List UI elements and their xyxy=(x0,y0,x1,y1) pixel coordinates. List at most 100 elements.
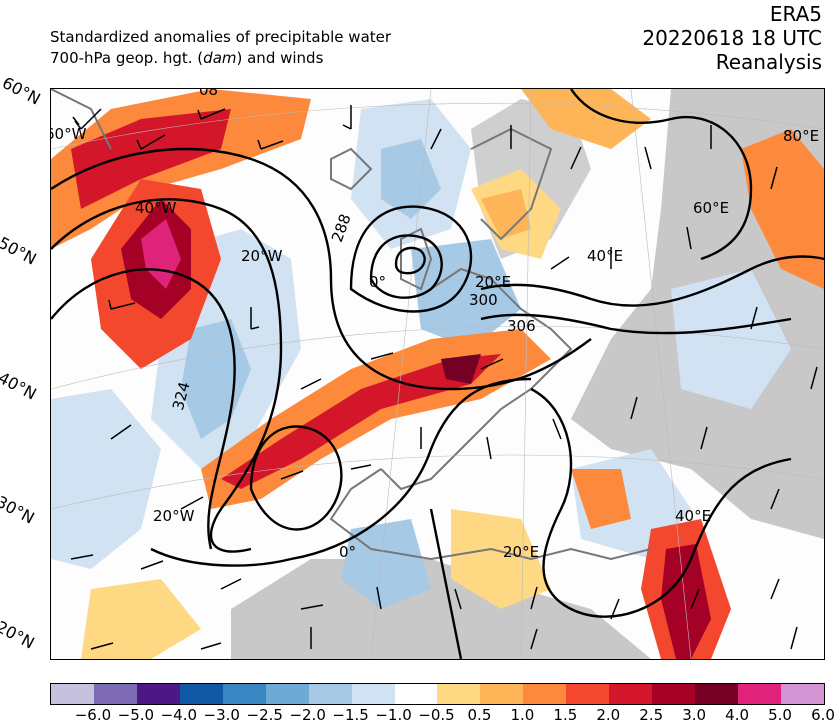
colorbar-segment xyxy=(652,684,696,704)
colorbar-tick-label: 5.0 xyxy=(768,706,792,724)
lon-label-0-north: 0° xyxy=(369,273,387,291)
coastline-iceland-norway xyxy=(330,127,553,241)
lat-label-20n: 20°N xyxy=(0,617,38,653)
lon-label-20e-south: 20°E xyxy=(503,543,540,561)
colorbar-segment xyxy=(51,684,94,704)
graticule-parallel-60n xyxy=(51,102,824,150)
colorbar-tick-label: −5.0 xyxy=(117,706,155,724)
colorbar-segment xyxy=(136,684,180,704)
pos-anomaly-france-peak xyxy=(441,354,481,384)
colorbar-segment xyxy=(523,684,567,704)
colorbar-tick-label: −2.5 xyxy=(246,706,283,724)
pos-anomaly-middle-east-core xyxy=(661,544,711,659)
wind-barb-field xyxy=(70,105,818,650)
height-contour-13 xyxy=(570,89,753,261)
height-contour-8 xyxy=(480,313,792,335)
datetime-label: 20220618 18 UTC xyxy=(642,26,822,50)
dataset-label: ERA5 xyxy=(769,2,822,26)
height-contour-12 xyxy=(429,508,463,659)
lon-label-20e-north: 20°E xyxy=(475,273,512,291)
graticule-meridian-40e xyxy=(630,89,692,659)
colorbar-segment xyxy=(780,684,824,704)
contour-label-300: 300 xyxy=(469,291,498,309)
height-contour-10 xyxy=(290,377,532,561)
height-contour-2 xyxy=(51,198,283,553)
pos-anomaly-southwest xyxy=(81,579,201,659)
graticule xyxy=(51,89,824,659)
pos-anomaly-black-sea xyxy=(571,469,631,529)
height-contour-7 xyxy=(480,255,824,307)
height-contour-11 xyxy=(530,387,792,618)
colorbar-tick-label: 2.5 xyxy=(639,706,664,724)
height-contour-9 xyxy=(249,425,343,531)
colorbar-tick-label: −1.0 xyxy=(375,706,412,724)
pos-anomaly-scandinavia-core xyxy=(481,189,531,239)
lon-label-0-south: 0° xyxy=(339,543,357,561)
colorbar-segment xyxy=(351,684,395,704)
figure-meta: ERA5 20220618 18 UTC Reanalysis xyxy=(642,2,822,74)
colorbar-tick-label: 3.0 xyxy=(682,706,707,724)
lon-label-40w: 40°W xyxy=(135,199,177,217)
lon-label-60w: 60°W xyxy=(51,125,87,143)
colorbar-tick-label: 2.0 xyxy=(596,706,621,724)
height-contour-3 xyxy=(51,268,236,550)
coastline-mediterranean xyxy=(329,468,652,561)
colorbar-segment xyxy=(179,684,223,704)
height-contour-4 xyxy=(349,205,473,313)
lon-label-20w-south: 20°W xyxy=(153,507,195,525)
colorbar-segment xyxy=(394,684,438,704)
neg-anomaly-north-sea-core xyxy=(381,139,441,219)
height-contour-14 xyxy=(150,547,292,567)
figure-title: Standardized anomalies of precipitable w… xyxy=(50,27,391,69)
height-contour-6 xyxy=(394,246,426,275)
colorbar-tick-label: −3.0 xyxy=(203,706,240,724)
colorbar-tick-label: 4.0 xyxy=(725,706,750,724)
colorbar-segment xyxy=(695,684,738,704)
title-line-2: 700-hPa geop. hgt. (dam) and winds xyxy=(50,48,391,69)
coastline-northwest xyxy=(51,89,112,150)
lon-label-40e-north: 40°E xyxy=(587,247,624,265)
colorbar-tick-label: 0.5 xyxy=(467,706,492,724)
colorbar-segment xyxy=(609,684,653,704)
colorbar-tick-label: −4.0 xyxy=(160,706,198,724)
colorbar-tick-label: −1.5 xyxy=(332,706,369,724)
land-mask-africa xyxy=(231,559,651,659)
colorbar-tick-label: 1.5 xyxy=(553,706,578,724)
lat-label-60n: 60°N xyxy=(0,73,44,109)
graticule-parallel-30n xyxy=(51,454,824,510)
lon-label-20w-north: 20°W xyxy=(241,247,283,265)
geopotential-contours xyxy=(51,89,824,659)
pos-anomaly-north-atlantic-core xyxy=(71,109,231,209)
graticule-meridian-0 xyxy=(370,89,432,659)
colorbar-tick-label: −0.5 xyxy=(418,706,455,724)
graticule-parallel-40n xyxy=(51,326,824,390)
product-label: Reanalysis xyxy=(715,50,822,74)
colorbar-ticks: −6.0 −5.0 −4.0 −3.0 −2.5 −2.0 −1.5 −1.0 −0.5 0.5 1… xyxy=(50,706,834,724)
neg-anomaly-west-atlantic xyxy=(51,389,161,569)
neg-anomaly-north-africa xyxy=(341,519,431,609)
colorbar-tick-label: 1.0 xyxy=(510,706,535,724)
pos-anomaly-mediterranean xyxy=(451,509,551,609)
lon-label-40e-south: 40°E xyxy=(675,507,712,525)
wind-barbs xyxy=(70,105,818,650)
colorbar-segment xyxy=(566,684,610,704)
contour-label-08: 08 xyxy=(199,88,219,99)
title-unit: dam xyxy=(203,49,237,67)
map-panel: 60°W 40°W 20°W 0° 20°E 40°E 60°E 80°E 20… xyxy=(50,88,825,660)
title-line-2-prefix: 700-hPa geop. hgt. ( xyxy=(50,49,204,67)
colorbar-segment xyxy=(480,684,524,704)
colorbar-segment xyxy=(437,684,481,704)
lat-label-30n: 30°N xyxy=(0,492,38,528)
lon-label-60e: 60°E xyxy=(693,199,730,217)
neg-anomaly-russia xyxy=(671,269,791,409)
positive-anomaly-areas xyxy=(51,89,824,659)
title-line-2-suffix: ) and winds xyxy=(236,49,324,67)
contour-label-306: 306 xyxy=(507,317,536,335)
height-contour-5 xyxy=(369,234,443,299)
lat-label-40n: 40°N xyxy=(0,368,40,404)
colorbar-segment xyxy=(222,684,266,704)
lat-label-50n: 50°N xyxy=(0,233,40,269)
negative-anomaly-areas xyxy=(51,99,791,609)
graticule-meridian-20e xyxy=(520,89,532,659)
lon-label-80e: 80°E xyxy=(783,127,820,145)
